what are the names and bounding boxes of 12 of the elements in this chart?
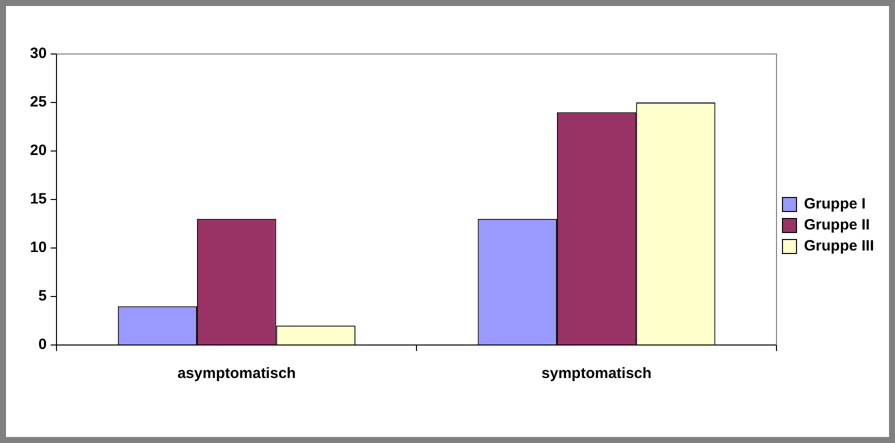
legend-label: Gruppe II <box>804 216 870 234</box>
legend-label: Gruppe I <box>804 196 866 213</box>
y-tick-label: 20 <box>30 142 47 160</box>
y-tick-label: 30 <box>30 45 47 62</box>
y-tick-label: 25 <box>30 94 47 111</box>
y-tick-label: 5 <box>38 288 47 305</box>
legend-label: Gruppe III <box>804 238 874 255</box>
y-tick-label: 10 <box>30 239 47 256</box>
x-tick-label: symptomatisch <box>542 365 652 382</box>
x-tick-label: asymptomatisch <box>177 365 296 382</box>
y-tick-label: 15 <box>30 190 47 208</box>
y-tick-label: 0 <box>38 336 47 354</box>
